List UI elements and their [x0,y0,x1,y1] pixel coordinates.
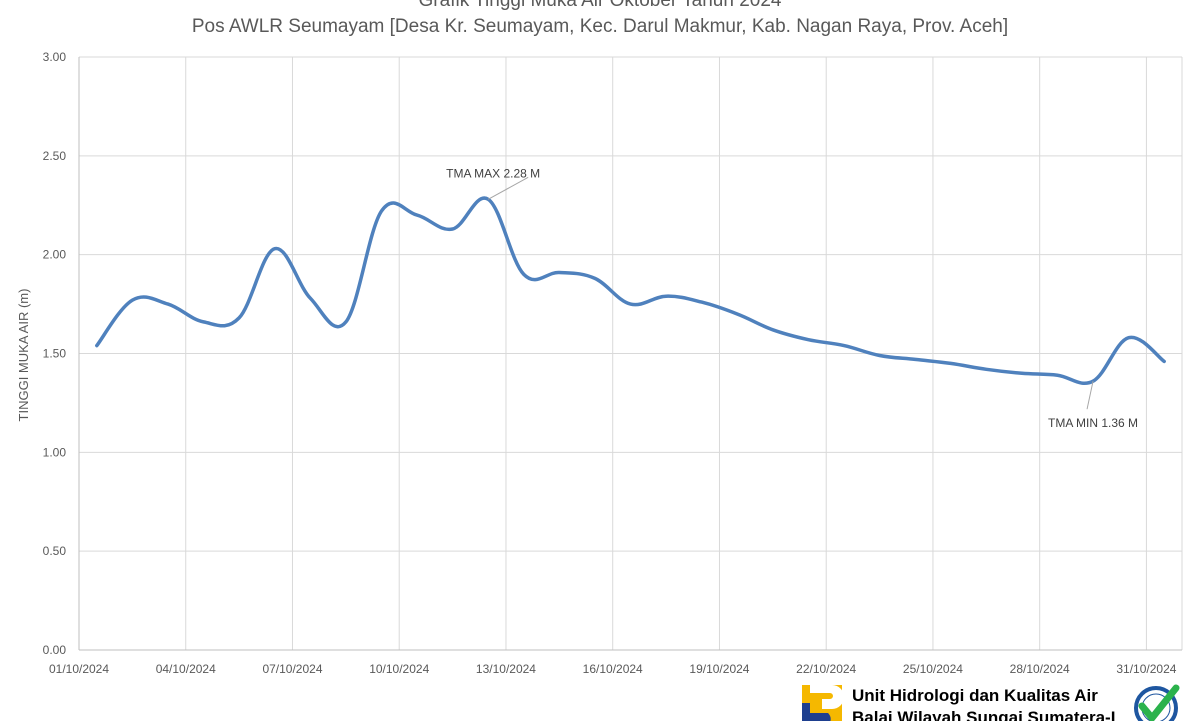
y-axis-label: TINGGI MUKA AIR (m) [16,288,31,422]
axes: 0.00 0.50 1.00 1.50 2.00 2.50 3.00 01/10/2024 04… [43,50,1182,676]
x-tick-label: 01/10/2024 [49,662,109,676]
x-tick-label: 13/10/2024 [476,662,536,676]
footer-branding: Unit Hidrologi dan Kualitas Air Balai Wi… [800,682,1200,721]
annotations: TMA MAX 2.28 M TMA MIN 1.36 M [446,166,1138,430]
y-tick-label: 1.00 [43,445,67,459]
y-tick-label: 2.00 [43,248,67,262]
annotation-leader-line [487,176,529,200]
annotation-label: TMA MAX 2.28 M [446,166,540,180]
series-layer [95,196,1166,386]
chart-title-block: Grafik Tinggi Muka Air Oktober Tahun 202… [0,0,1200,40]
y-tick-label: 1.50 [43,347,67,361]
annotation-leader-line [1086,381,1094,410]
chart-subtitle: Pos AWLR Seumayam [Desa Kr. Seumayam, Ke… [191,16,1009,37]
y-tick-label: 2.50 [43,149,67,163]
x-tick-label: 19/10/2024 [689,662,749,676]
y-tick-label: 0.00 [43,643,67,657]
pu-logo-icon [802,685,842,721]
x-tick-label: 16/10/2024 [583,662,643,676]
annotation-label: TMA MIN 1.36 M [1048,416,1138,430]
x-tick-label: 04/10/2024 [156,662,216,676]
y-tick-label: 3.00 [43,50,67,64]
series-line [95,196,1166,386]
x-tick-label: 31/10/2024 [1116,662,1176,676]
x-tick-label: 28/10/2024 [1010,662,1070,676]
x-tick-label: 07/10/2024 [262,662,322,676]
org-name-line1: Unit Hidrologi dan Kualitas Air [852,686,1098,705]
y-tick-label: 0.50 [43,544,67,558]
grid-lines [78,56,1183,651]
x-tick-label: 25/10/2024 [903,662,963,676]
x-tick-label: 22/10/2024 [796,662,856,676]
iso-certified-badge-icon [1134,684,1180,721]
line-chart: 0.00 0.50 1.00 1.50 2.00 2.50 3.00 01/10/2024 04… [43,50,1183,676]
org-name: Unit Hidrologi dan Kualitas Air Balai Wi… [852,685,1115,721]
org-name-line2: Balai Wilayah Sungai Sumatera-I [852,708,1116,721]
chart-title: Grafik Tinggi Muka Air Oktober Tahun 202… [418,0,782,11]
x-tick-label: 10/10/2024 [369,662,429,676]
